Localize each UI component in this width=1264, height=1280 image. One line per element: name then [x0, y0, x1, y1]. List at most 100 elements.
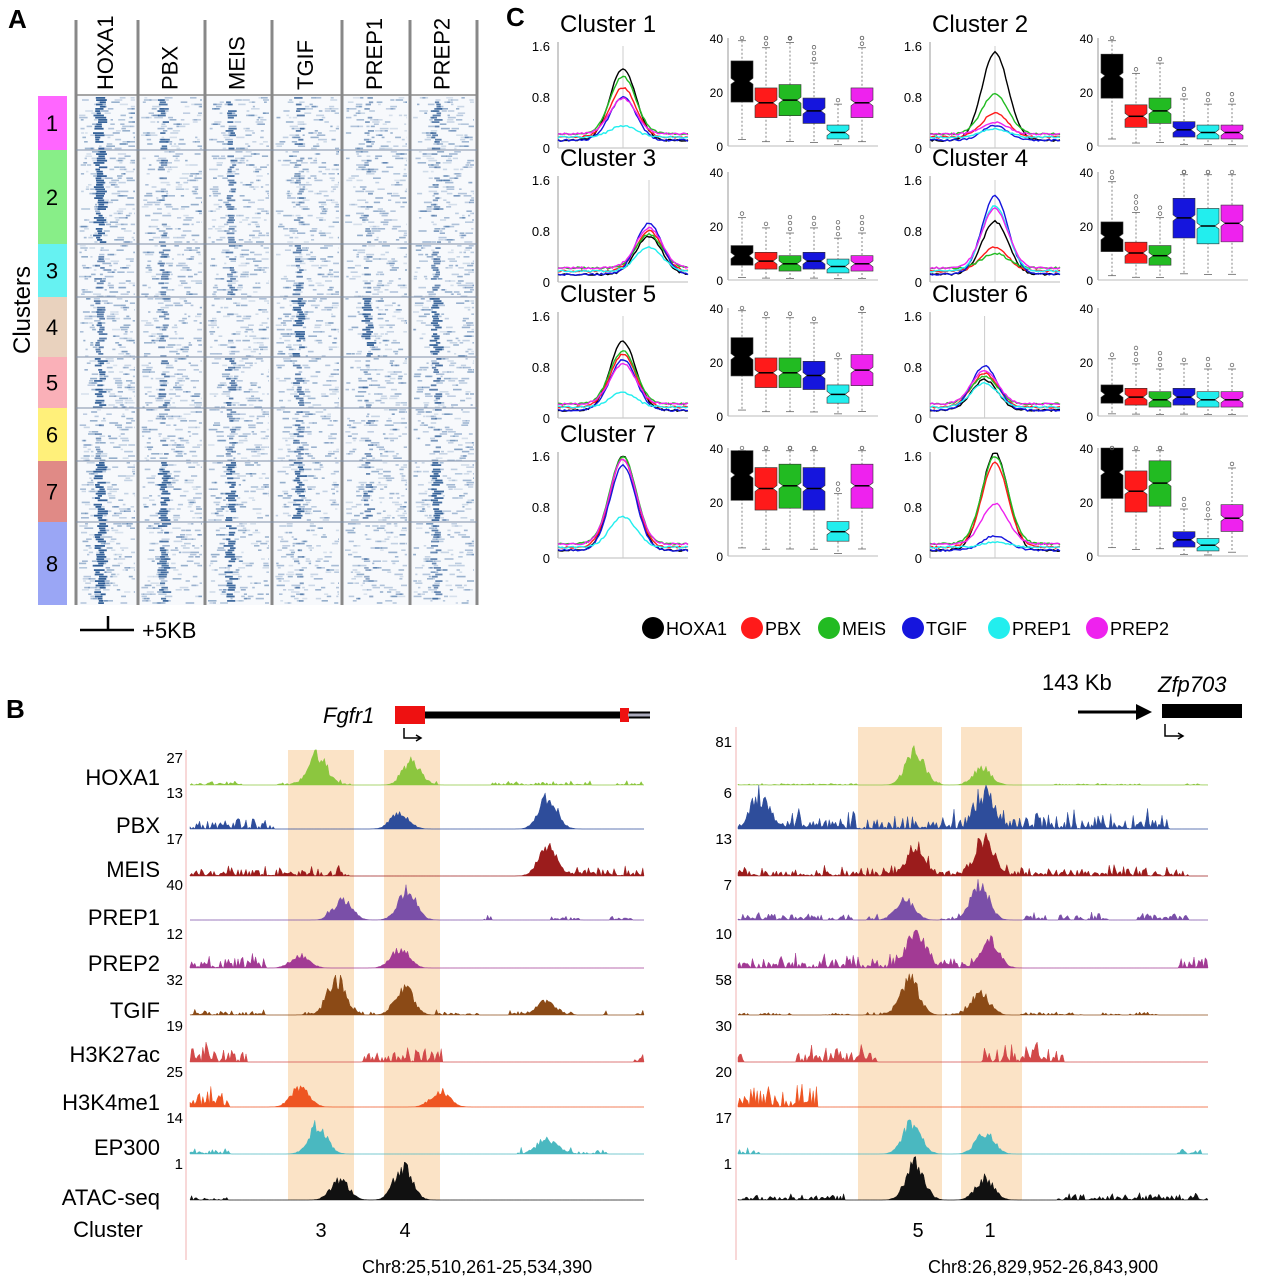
heatmap-read [362, 280, 368, 282]
heatmap-enrichment [99, 362, 104, 365]
heatmap-enrichment [162, 324, 169, 327]
heatmap-read [144, 195, 153, 197]
heatmap-read [142, 600, 149, 602]
heatmap-read [198, 262, 202, 265]
heatmap-read [119, 162, 123, 164]
heatmap-read [113, 406, 118, 408]
heatmap-enrichment [159, 488, 165, 491]
heatmap-read [259, 267, 267, 269]
heatmap-read [404, 241, 407, 243]
heatmap-read [235, 151, 243, 153]
heatmap-read [199, 439, 202, 442]
heatmap-read [143, 199, 148, 201]
heatmap-read [457, 339, 461, 342]
heatmap-read [307, 258, 316, 260]
heatmap-read [320, 119, 324, 121]
heatmap-read [241, 371, 245, 373]
heatmap-read [290, 435, 299, 437]
heatmap-read [277, 470, 286, 473]
heatmap-read [314, 326, 321, 329]
heatmap-enrichment [230, 462, 236, 464]
heatmap-read [321, 203, 327, 206]
heatmap-enrichment [299, 404, 305, 406]
heatmap-read [374, 339, 377, 342]
heatmap-read [305, 317, 310, 320]
heatmap-read [150, 335, 156, 337]
heatmap-read [263, 219, 267, 221]
heatmap-read [257, 386, 261, 389]
heatmap-enrichment [228, 110, 237, 112]
heatmap-read [358, 488, 365, 490]
heatmap-read [310, 251, 313, 254]
heatmap-read [431, 591, 437, 593]
heatmap-read [124, 492, 129, 495]
heatmap-read [119, 510, 126, 512]
heatmap-read [278, 573, 285, 576]
cluster-bar-label: 7 [46, 480, 58, 505]
heatmap-read [382, 560, 388, 562]
heatmap-read [362, 188, 366, 190]
heatmap-read [212, 192, 221, 195]
heatmap-enrichment [229, 437, 234, 440]
heatmap-read [194, 393, 201, 395]
heatmap-read [250, 490, 256, 493]
heatmap-read [256, 488, 265, 490]
heatmap-read [428, 481, 433, 484]
heatmap-read [162, 545, 170, 547]
heatmap-read [413, 591, 418, 593]
heatmap-read [173, 569, 179, 571]
heatmap-enrichment [293, 289, 301, 291]
heatmap-read [417, 593, 421, 595]
heatmap-read [292, 558, 299, 560]
heatmap-read [176, 353, 180, 355]
heatmap-enrichment [158, 573, 168, 576]
heatmap-enrichment [298, 337, 306, 340]
heatmap-read [250, 391, 259, 393]
heatmap-read [253, 153, 257, 155]
heatmap-read [107, 201, 113, 204]
heatmap-read [370, 442, 380, 444]
heatmap-read [175, 547, 178, 549]
heatmap-read [123, 230, 132, 232]
heatmap-read [355, 291, 358, 293]
heatmap-read [245, 184, 252, 186]
heatmap-read [388, 114, 393, 117]
heatmap-read [417, 192, 423, 195]
heatmap-read [405, 101, 407, 103]
heatmap-read [127, 108, 134, 110]
heatmap-read [448, 488, 453, 490]
heatmap-read [81, 132, 85, 134]
heatmap-read [83, 339, 86, 342]
heatmap-read [356, 168, 365, 171]
heatmap-read [421, 132, 429, 134]
heatmap-read [440, 569, 448, 571]
heatmap-read [365, 322, 373, 324]
heatmap-read [112, 506, 119, 508]
heatmap-read [245, 564, 253, 567]
heatmap-read [307, 157, 313, 160]
heatmap-read [264, 300, 269, 302]
heatmap-read [215, 278, 225, 280]
heatmap-enrichment [94, 580, 105, 582]
heatmap-enrichment [98, 527, 106, 530]
heatmap-read [312, 462, 321, 464]
heatmap-read [434, 406, 441, 408]
heatmap-read [419, 337, 424, 340]
heatmap-read [187, 523, 194, 525]
heatmap-enrichment [435, 348, 443, 351]
heatmap-enrichment [231, 271, 237, 274]
heatmap-read [146, 132, 150, 134]
heatmap-read [214, 339, 218, 342]
heatmap-read [304, 391, 311, 393]
heatmap-enrichment [99, 105, 106, 108]
heatmap-read [120, 223, 128, 226]
heatmap-read [386, 477, 395, 479]
heatmap-read [226, 395, 231, 397]
heatmap-read [191, 190, 197, 193]
heatmap-read [290, 556, 294, 558]
heatmap-read [368, 350, 371, 353]
heatmap-read [419, 110, 428, 112]
heatmap-read [176, 125, 179, 128]
heatmap-read [142, 375, 149, 378]
heatmap-read [283, 492, 289, 495]
